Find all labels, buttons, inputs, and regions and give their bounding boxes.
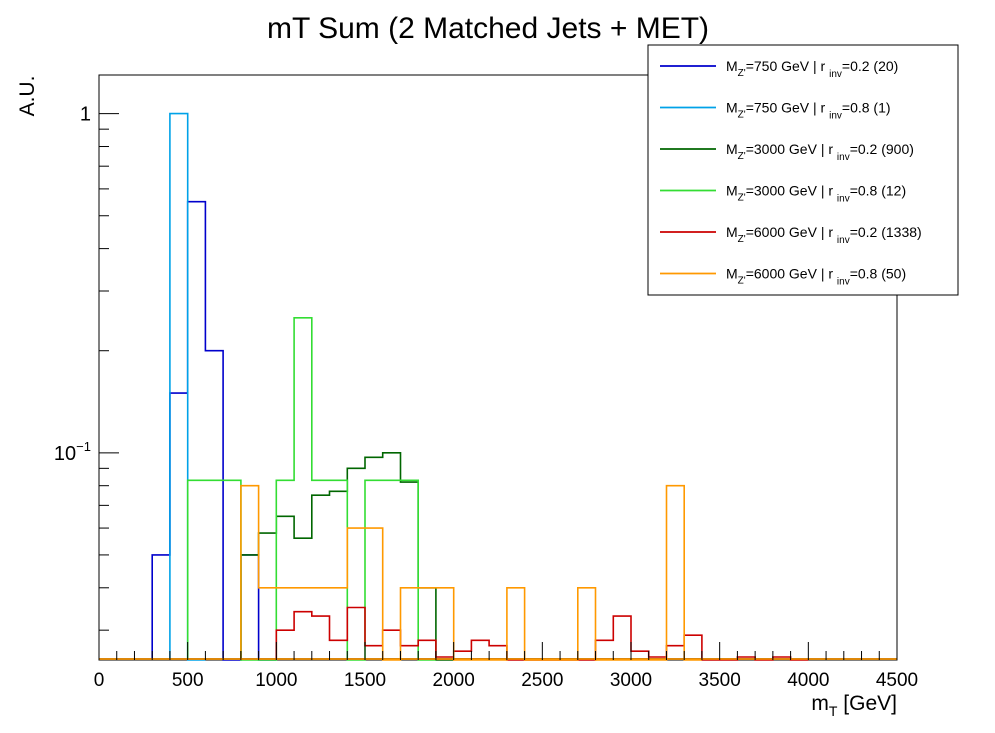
series-2-histogram [169, 112, 206, 661]
legend-label-5: MZ'=6000 GeV | r inv=0.2 (1338) [726, 224, 922, 246]
x-tick-label: 1000 [255, 670, 297, 691]
y-tick-label: 1 [80, 104, 91, 126]
legend: MZ'=750 GeV | r inv=0.2 (20) MZ'=750 GeV … [647, 44, 959, 296]
x-tick-label: 2000 [433, 670, 475, 691]
x-tick-label: 500 [172, 670, 204, 691]
chart-title: mT Sum (2 Matched Jets + MET) [267, 12, 709, 45]
x-tick-label: 4000 [787, 670, 829, 691]
legend-label-4: MZ'=3000 GeV | r inv=0.8 (12) [726, 183, 906, 205]
x-tick-label: 3000 [610, 670, 652, 691]
series-5-histogram [275, 606, 809, 661]
x-tick-label: 3500 [699, 670, 741, 691]
series-1-histogram [151, 200, 277, 661]
legend-label-6: MZ'=6000 GeV | r inv=0.8 (50) [726, 266, 906, 288]
series-4-histogram [186, 317, 436, 661]
x-axis-label: mT [GeV] [811, 692, 897, 719]
y-axis-label: A.U. [16, 76, 39, 117]
legend-label-2: MZ'=750 GeV | r inv=0.8 (1) [726, 100, 891, 122]
x-axis-label-text: mT [GeV] [811, 692, 897, 719]
plot-area: 0 500 1000 1500 2000 2500 3000 3500 4000 4500 1 10−… [54, 74, 918, 691]
legend-box [647, 44, 959, 296]
x-tick-label: 1500 [344, 670, 386, 691]
legend-label-3: MZ'=3000 GeV | r inv=0.2 (900) [726, 141, 914, 163]
y-tick-label: 10−1 [54, 439, 91, 465]
legend-label-1: MZ'=750 GeV | r inv=0.2 (20) [726, 58, 898, 80]
series-6-histogram [240, 484, 702, 661]
x-tick-label: 0 [94, 670, 105, 691]
x-tick-label: 4500 [876, 670, 918, 691]
x-tick-label: 2500 [521, 670, 563, 691]
